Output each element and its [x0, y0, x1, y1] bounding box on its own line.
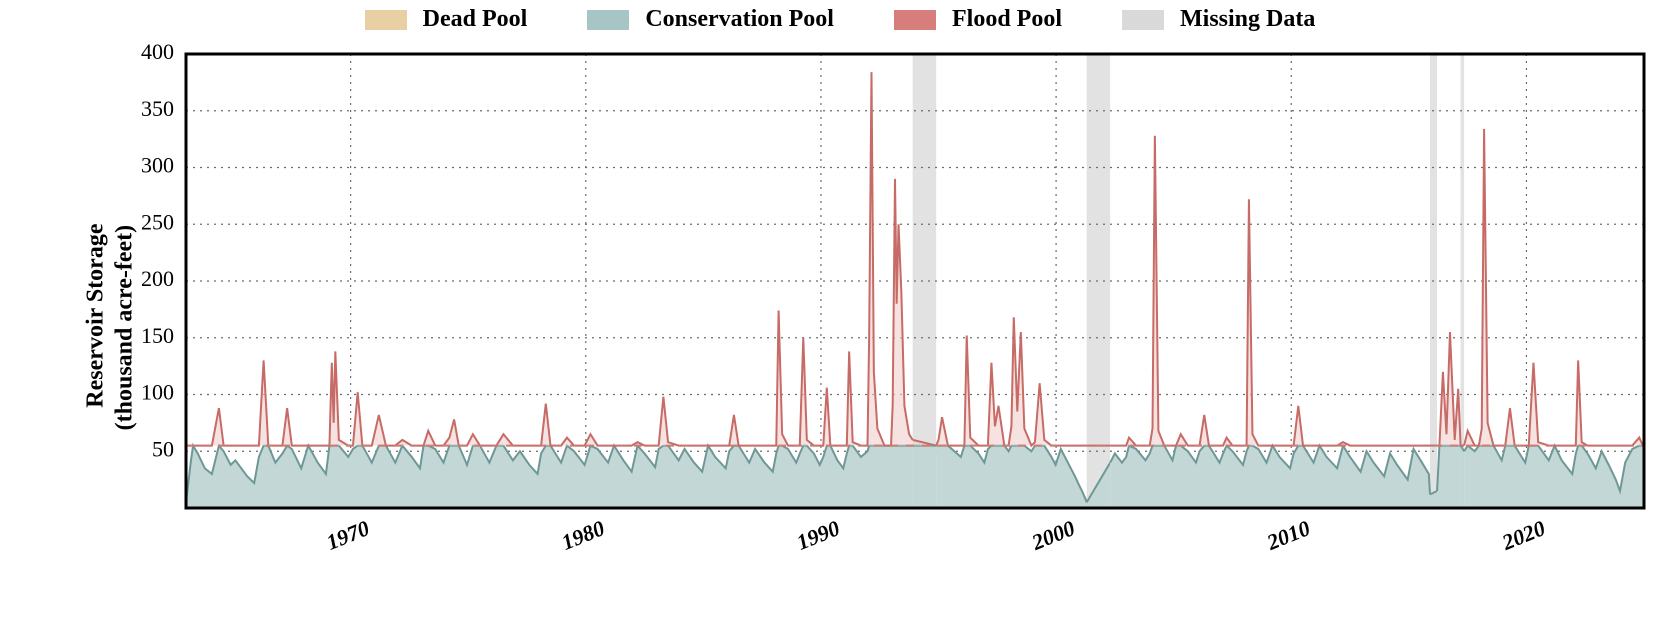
missing-data-swatch — [1122, 10, 1164, 30]
legend-item-missing-data: Missing Data — [1122, 6, 1315, 33]
flood-line — [1464, 129, 1644, 446]
flood-area — [372, 415, 386, 446]
conservation-area — [1437, 446, 1461, 508]
flood-pool-swatch — [894, 10, 936, 30]
xtick-label: 2020 — [1498, 515, 1549, 555]
ytick-label: 300 — [141, 153, 174, 178]
flood-line — [936, 317, 1087, 445]
ytick-label: 50 — [152, 436, 174, 461]
xtick-label: 1990 — [793, 515, 843, 555]
legend-item-conservation-pool: Conservation Pool — [587, 6, 834, 33]
ytick-label: 150 — [141, 323, 174, 348]
page-root: Dead Pool Conservation Pool Flood Pool M… — [0, 0, 1680, 630]
xtick-label: 1980 — [558, 515, 608, 555]
legend-label: Flood Pool — [952, 6, 1062, 33]
ytick-label: 100 — [141, 380, 174, 405]
reservoir-storage-chart: 50100150200250300350400 1970198019902000… — [186, 54, 1644, 508]
legend-label: Conservation Pool — [645, 6, 834, 33]
legend-item-flood-pool: Flood Pool — [894, 6, 1062, 33]
legend-item-dead-pool: Dead Pool — [365, 6, 528, 33]
conservation-area — [913, 446, 937, 508]
ytick-label: 350 — [141, 96, 174, 121]
ytick-label: 250 — [141, 209, 174, 234]
legend-label: Missing Data — [1180, 6, 1315, 33]
xtick-label: 2000 — [1027, 515, 1078, 555]
ytick-label: 400 — [141, 39, 174, 64]
dead-pool-swatch — [365, 10, 407, 30]
conservation-pool-swatch — [587, 10, 629, 30]
xtick-label: 2010 — [1262, 515, 1313, 555]
conservation-area — [1461, 446, 1465, 508]
ytick-label: 200 — [141, 266, 174, 291]
conservation-area — [1464, 446, 1644, 508]
flood-line — [1110, 136, 1430, 446]
legend-label: Dead Pool — [423, 6, 528, 33]
legend: Dead Pool Conservation Pool Flood Pool M… — [0, 6, 1680, 33]
xtick-label: 1970 — [323, 515, 373, 555]
